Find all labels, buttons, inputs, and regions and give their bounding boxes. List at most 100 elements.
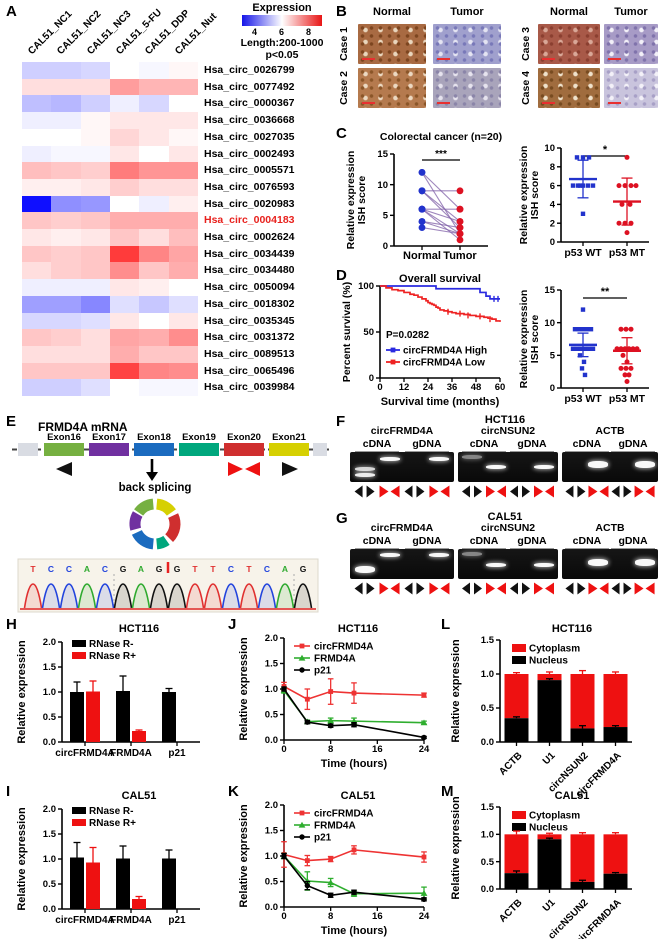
gel-lane-label: cDNA xyxy=(355,438,400,453)
heatmap-cell xyxy=(168,195,198,213)
heatmap-cell xyxy=(80,295,110,313)
scale-bar xyxy=(362,102,375,104)
legend-label: p21 xyxy=(314,833,332,844)
heatmap-cell xyxy=(139,229,169,246)
heatmap-cell xyxy=(168,178,198,196)
gel-band xyxy=(534,465,554,469)
legend-swatch xyxy=(512,656,526,664)
heatmap-cell xyxy=(80,229,110,246)
heatmap-cell xyxy=(51,229,81,246)
stability-line-chart-hct116: HCT116 Relative expression 0.0 0.5 1.0 1.5 2.0… xyxy=(238,623,430,770)
heatmap-cell xyxy=(51,312,81,330)
data-point xyxy=(576,327,582,332)
gel-lane-label: cDNA xyxy=(564,438,609,453)
y-axis-title: ISH score xyxy=(356,176,368,225)
heatmap-cell xyxy=(51,379,81,396)
x-tick-label: 12 xyxy=(399,382,410,393)
data-point xyxy=(624,154,630,160)
chromatogram-peak xyxy=(113,583,133,609)
x-category-label: circFRMD4A xyxy=(55,915,114,926)
gel-band xyxy=(354,472,375,477)
colorbar-tick: 4 xyxy=(252,27,258,37)
heatmap-cell xyxy=(22,262,52,280)
legend-swatch xyxy=(72,640,86,647)
bar xyxy=(132,731,146,742)
x-category-label: p53 MT xyxy=(609,247,646,259)
normal-point xyxy=(418,187,426,195)
base-letter: T xyxy=(192,564,198,574)
heatmap-cell xyxy=(51,245,81,263)
legend-swatch xyxy=(512,811,526,819)
down-arrow-icon xyxy=(146,459,158,481)
tumor-point xyxy=(456,187,464,195)
convergent-arrow-icon xyxy=(545,582,554,595)
heatmap-cell xyxy=(51,279,81,296)
data-point xyxy=(570,183,576,188)
heatmap-cell xyxy=(22,162,52,179)
fractionation-chart-hct116: HCT116 Relative expression 0.0 0.5 1.0 1.5 Cyt… xyxy=(450,623,632,800)
convergent-arrow-icon xyxy=(429,485,439,498)
marker xyxy=(298,821,306,828)
x-category-label: ACTB xyxy=(497,750,524,777)
y-tick-label: 100 xyxy=(358,281,374,292)
marker xyxy=(421,734,427,741)
convergent-arrow-icon xyxy=(599,582,609,595)
bar-cytoplasm xyxy=(603,674,628,728)
convergent-arrow-icon xyxy=(497,582,506,595)
gel-band xyxy=(588,461,609,469)
divergent-arrow-icon xyxy=(462,582,470,595)
exon-box xyxy=(134,443,174,456)
ihc-image xyxy=(538,68,600,108)
gel-band xyxy=(634,461,655,469)
donut-segment xyxy=(164,513,181,543)
chromatogram-peak xyxy=(221,583,241,609)
data-point xyxy=(586,346,592,351)
heatmap-cell xyxy=(80,112,110,129)
heatmap-cell xyxy=(139,312,169,330)
chart-title: CAL51 xyxy=(341,790,376,802)
data-point xyxy=(622,220,628,226)
convergent-arrow-icon xyxy=(390,582,400,595)
legend-label: Nucleus xyxy=(529,823,568,834)
y-tick-label: 0 xyxy=(550,237,555,248)
ihc-case-text: Case 3 xyxy=(520,27,533,61)
gel-band xyxy=(354,565,375,573)
y-tick-label: 2 xyxy=(550,218,555,229)
heatmap-cell xyxy=(110,178,140,196)
bar xyxy=(162,692,176,742)
donut-segment xyxy=(155,535,170,550)
donut-segment xyxy=(131,529,155,550)
data-point xyxy=(628,183,634,189)
base-letter: C xyxy=(102,564,108,574)
heatmap-cell xyxy=(139,95,169,113)
heatmap-row-label: Hsa_circ_0036668 xyxy=(204,114,295,127)
convergent-arrow-icon xyxy=(599,485,609,498)
heatmap-row-label: Hsa_circ_0034480 xyxy=(204,264,295,277)
heatmap-row-label: Hsa_circ_0035345 xyxy=(204,314,295,327)
heatmap-row-label: Hsa_circ_0031372 xyxy=(204,331,295,344)
gel-lane-label: cDNA xyxy=(355,535,400,550)
x-axis-title: Time (hours) xyxy=(321,925,388,937)
y-tick-label: 15 xyxy=(544,285,555,296)
legend-label: RNase R+ xyxy=(89,818,136,829)
exon-label: Exon20 xyxy=(227,432,261,443)
gel-lane-label: gDNA xyxy=(611,438,656,453)
ihc-case-text: Case 1 xyxy=(338,27,351,61)
y-tick-label: 15 xyxy=(377,149,388,160)
divergent-arrow-icon xyxy=(510,485,518,498)
convergent-arrow-icon xyxy=(545,485,554,498)
panel-m-label: M xyxy=(441,783,454,800)
data-point xyxy=(623,365,629,371)
heatmap-cell xyxy=(139,195,169,213)
bar xyxy=(116,858,130,909)
heatmap-row-label: Hsa_circ_0002624 xyxy=(204,231,295,243)
stability-line-chart-cal51: CAL51 Relative expression 0.0 0.5 1.0 1.5 2.0 0… xyxy=(238,790,430,937)
bar-cytoplasm xyxy=(603,834,628,874)
divergent-arrow-icon xyxy=(623,582,632,595)
heatmap-cell xyxy=(110,145,140,163)
gel-gene-label: circFRMD4A xyxy=(370,425,434,437)
heatmap-row-label: Hsa_circ_0076593 xyxy=(204,180,295,193)
heatmap-cell xyxy=(51,195,81,213)
y-tick-label: 0.0 xyxy=(265,902,278,913)
pair-line xyxy=(421,190,461,222)
